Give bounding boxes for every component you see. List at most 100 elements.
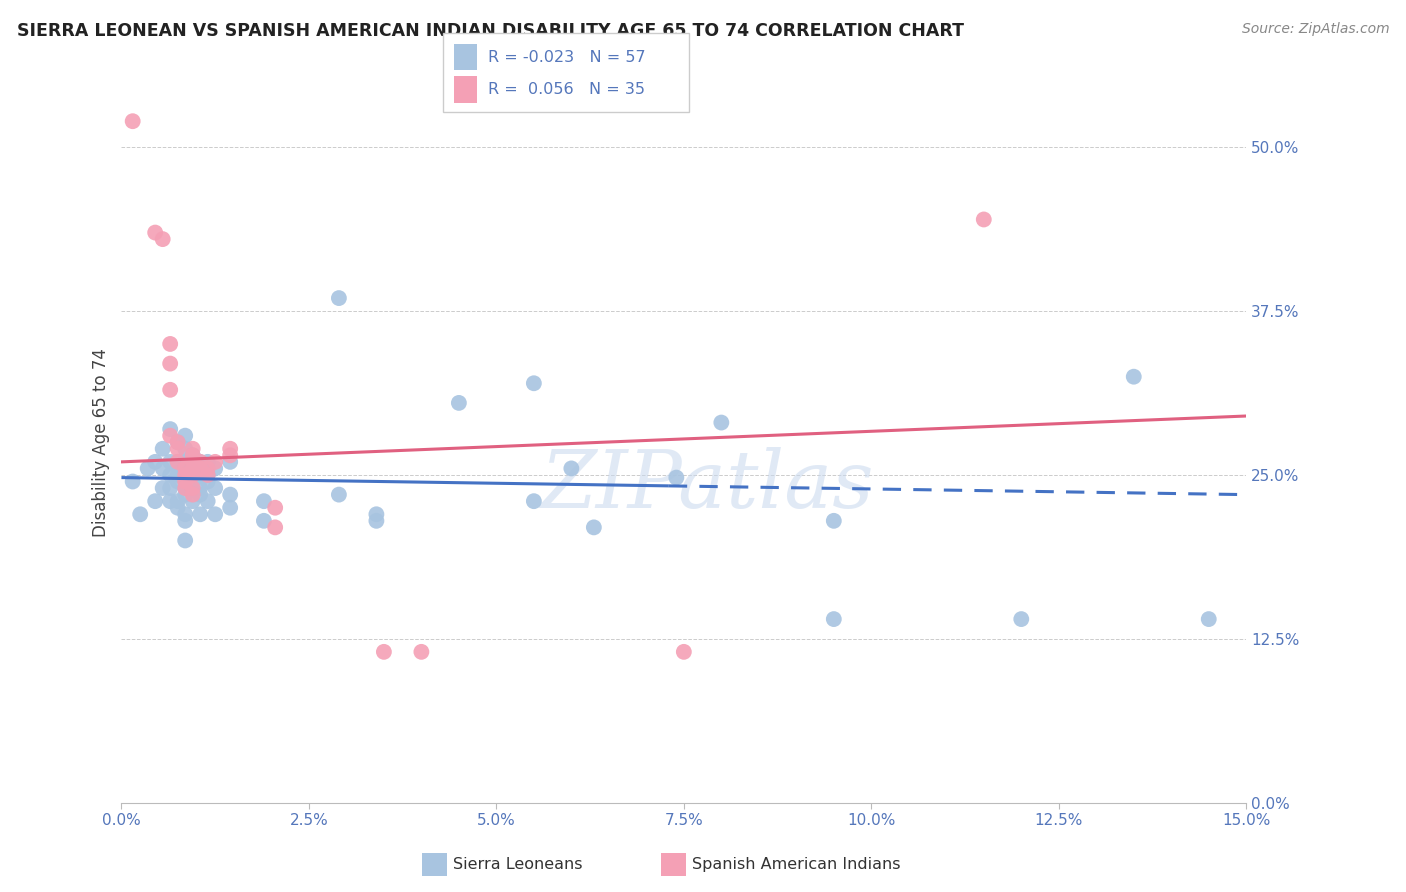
Point [181,488,204,502]
Point [143,455,166,469]
Point [174,461,197,475]
Point [188,467,211,482]
Point [373,645,395,659]
Point [159,494,181,508]
Point [253,514,276,528]
Point [174,467,197,482]
Point [174,514,197,528]
Text: ZIPatlas: ZIPatlas [540,447,873,524]
Point [188,455,211,469]
Text: R = -0.023   N = 57: R = -0.023 N = 57 [488,50,645,64]
Text: SIERRA LEONEAN VS SPANISH AMERICAN INDIAN DISABILITY AGE 65 TO 74 CORRELATION CH: SIERRA LEONEAN VS SPANISH AMERICAN INDIA… [17,22,965,40]
Point [219,448,242,462]
Point [197,455,219,469]
Point [197,467,219,482]
Point [823,612,845,626]
Point [136,461,159,475]
Point [166,467,188,482]
Point [253,494,276,508]
Point [159,357,181,371]
Point [188,488,211,502]
Point [197,461,219,475]
Point [181,467,204,482]
Point [159,383,181,397]
Point [264,520,287,534]
Point [447,396,470,410]
Point [181,455,204,469]
Point [204,508,226,522]
Point [1010,612,1032,626]
Point [159,428,181,442]
Y-axis label: Disability Age 65 to 74: Disability Age 65 to 74 [93,348,110,537]
Point [181,448,204,462]
Point [181,461,204,475]
Point [181,448,204,462]
Point [166,500,188,515]
Point [523,376,546,391]
Point [166,494,188,508]
Point [366,508,388,522]
Text: Source: ZipAtlas.com: Source: ZipAtlas.com [1241,22,1389,37]
Point [219,488,242,502]
Point [174,508,197,522]
Point [672,645,695,659]
Point [174,481,197,495]
Point [665,470,688,484]
Point [219,442,242,456]
Point [973,212,995,227]
Point [188,461,211,475]
Point [204,455,226,469]
Point [197,494,219,508]
Point [328,488,350,502]
Point [181,467,204,482]
Point [204,461,226,475]
Point [188,481,211,495]
Point [159,467,181,482]
Point [264,500,287,515]
Point [166,435,188,450]
Point [166,455,188,469]
Point [181,475,204,489]
Point [152,442,174,456]
Point [174,475,197,489]
Point [197,475,219,489]
Point [143,226,166,240]
Point [1122,369,1144,384]
Point [166,475,188,489]
Point [181,481,204,495]
Point [174,442,197,456]
Point [121,114,143,128]
Point [159,455,181,469]
Point [152,461,174,475]
Point [710,416,733,430]
Point [121,475,143,489]
Point [366,514,388,528]
Point [523,494,546,508]
Point [174,481,197,495]
Point [188,508,211,522]
Point [219,455,242,469]
Point [166,435,188,450]
Point [152,232,174,246]
Point [219,500,242,515]
Point [411,645,433,659]
Point [159,337,181,351]
Point [582,520,605,534]
Point [159,422,181,436]
Point [823,514,845,528]
Point [560,461,582,475]
Point [174,467,197,482]
Point [166,461,188,475]
Text: R =  0.056   N = 35: R = 0.056 N = 35 [488,82,645,96]
Point [174,533,197,548]
Point [174,488,197,502]
Point [129,508,152,522]
Text: Sierra Leoneans: Sierra Leoneans [453,857,582,871]
Point [188,455,211,469]
Point [204,481,226,495]
Point [328,291,350,305]
Point [174,455,197,469]
Point [152,481,174,495]
Point [159,481,181,495]
Point [181,442,204,456]
